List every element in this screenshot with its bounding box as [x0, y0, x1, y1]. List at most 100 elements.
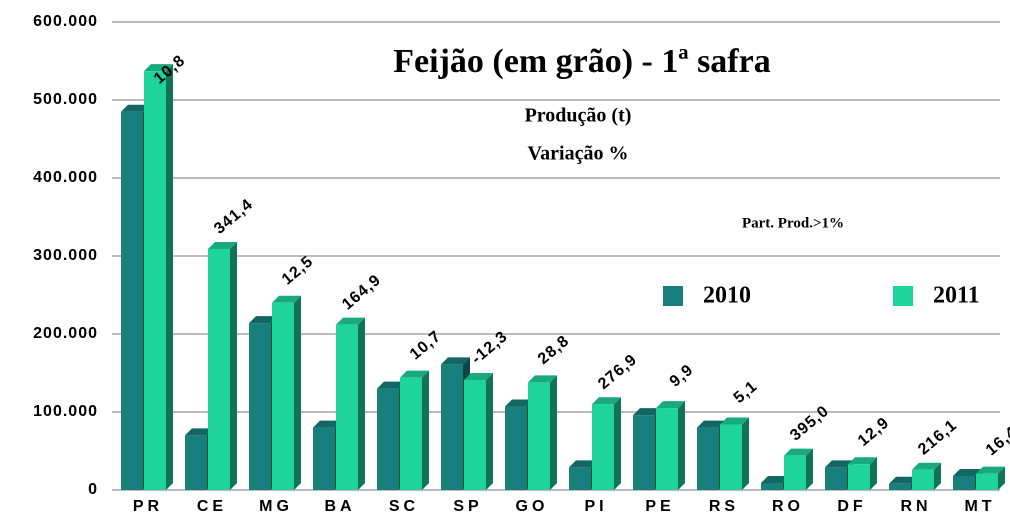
x-tick-label: MT	[964, 498, 995, 515]
x-tick-label: RS	[709, 498, 739, 515]
data-label: 341,4	[211, 196, 256, 238]
bar-top	[953, 468, 982, 476]
bar-front	[761, 482, 783, 490]
bar-top	[976, 466, 1005, 474]
bar-top	[569, 460, 598, 468]
bar-top	[505, 399, 534, 407]
bar-front	[208, 248, 230, 490]
bar-front	[464, 380, 486, 490]
subtitle: Produção (t)	[525, 105, 632, 127]
x-tick-label: RN	[900, 498, 931, 515]
bar-top	[720, 417, 749, 425]
data-label: 216,1	[915, 417, 960, 459]
x-tick-label: PE	[645, 498, 674, 515]
bar-front	[784, 455, 806, 490]
data-label: 5,1	[731, 378, 761, 407]
bar-side	[422, 370, 429, 490]
bar-front	[592, 404, 614, 490]
bar-top	[697, 420, 726, 428]
x-tick-label: PI	[584, 498, 607, 515]
bar-top	[336, 317, 365, 325]
bar-top	[592, 397, 621, 405]
y-tick-label: 200.000	[33, 325, 98, 342]
bar	[464, 373, 493, 490]
bar-front	[825, 467, 847, 490]
bar-top	[912, 462, 941, 470]
bar-top	[400, 370, 429, 378]
bar-front	[720, 424, 742, 490]
bar-front	[377, 388, 399, 490]
bar-top	[208, 241, 237, 249]
data-label: 28,8	[535, 332, 573, 368]
chart-title: Feijão (em grão) - 1ª safra	[393, 43, 770, 80]
bar-top	[825, 460, 854, 468]
bar-front	[272, 302, 294, 490]
bar-front	[528, 382, 550, 490]
bar-top	[784, 448, 813, 456]
data-label: 276,9	[595, 351, 640, 393]
bar-front	[912, 469, 934, 490]
data-label: 164,9	[339, 271, 384, 313]
bar-front	[889, 483, 911, 490]
bar-front	[697, 427, 719, 490]
bar-side	[614, 397, 621, 490]
y-tick-label: 100.000	[33, 403, 98, 420]
bar-top	[656, 401, 685, 409]
bar-front	[505, 406, 527, 490]
bar-top	[377, 381, 406, 389]
y-tick-label: 500.000	[33, 91, 98, 108]
data-label: 9,9	[667, 361, 697, 390]
bar-side	[934, 462, 941, 490]
legend-label: 2010	[703, 283, 751, 309]
bar-side	[870, 457, 877, 490]
bar-top	[528, 375, 557, 383]
bar-front	[121, 111, 143, 490]
y-tick-label: 600.000	[33, 13, 98, 30]
x-tick-label: MG	[259, 498, 293, 515]
x-tick-label: CE	[197, 498, 227, 515]
annotation: Part. Prod.>1%	[742, 215, 844, 231]
data-label: 12,9	[855, 414, 893, 450]
bar	[848, 457, 877, 490]
bar-front	[569, 467, 591, 490]
bar-side	[678, 401, 685, 490]
bar	[208, 241, 237, 490]
bar-top	[633, 408, 662, 416]
bar-front	[633, 415, 655, 490]
bar-side	[486, 373, 493, 490]
bar-front	[144, 71, 166, 490]
bar-side	[294, 295, 301, 490]
bar-side	[998, 466, 1005, 490]
bar-front	[185, 435, 207, 490]
bar-side	[806, 448, 813, 490]
bar	[272, 295, 301, 490]
bar-side	[358, 317, 365, 490]
bar	[976, 466, 1005, 490]
bar	[592, 397, 621, 490]
bar	[720, 417, 749, 490]
bar-side	[550, 375, 557, 490]
y-tick-label: 0	[88, 481, 98, 498]
bar-top	[848, 457, 877, 465]
bar-front	[976, 473, 998, 490]
x-tick-label: SP	[453, 498, 482, 515]
bar-top	[889, 476, 918, 484]
bar-top	[313, 420, 342, 428]
bar	[336, 317, 365, 490]
bar-top	[761, 475, 790, 483]
bar-top	[121, 104, 150, 112]
x-tick-label: SC	[389, 498, 419, 515]
x-tick-label: BA	[324, 498, 355, 515]
y-tick-label: 300.000	[33, 247, 98, 264]
bar-front	[313, 427, 335, 490]
data-label: 395,0	[787, 402, 832, 444]
bar-top	[185, 428, 214, 436]
bar	[656, 401, 685, 490]
bar-side	[166, 64, 173, 490]
bar-top	[464, 373, 493, 381]
bar-front	[441, 364, 463, 490]
bar-front	[400, 377, 422, 490]
bar-front	[848, 464, 870, 490]
bar-top	[441, 357, 470, 365]
